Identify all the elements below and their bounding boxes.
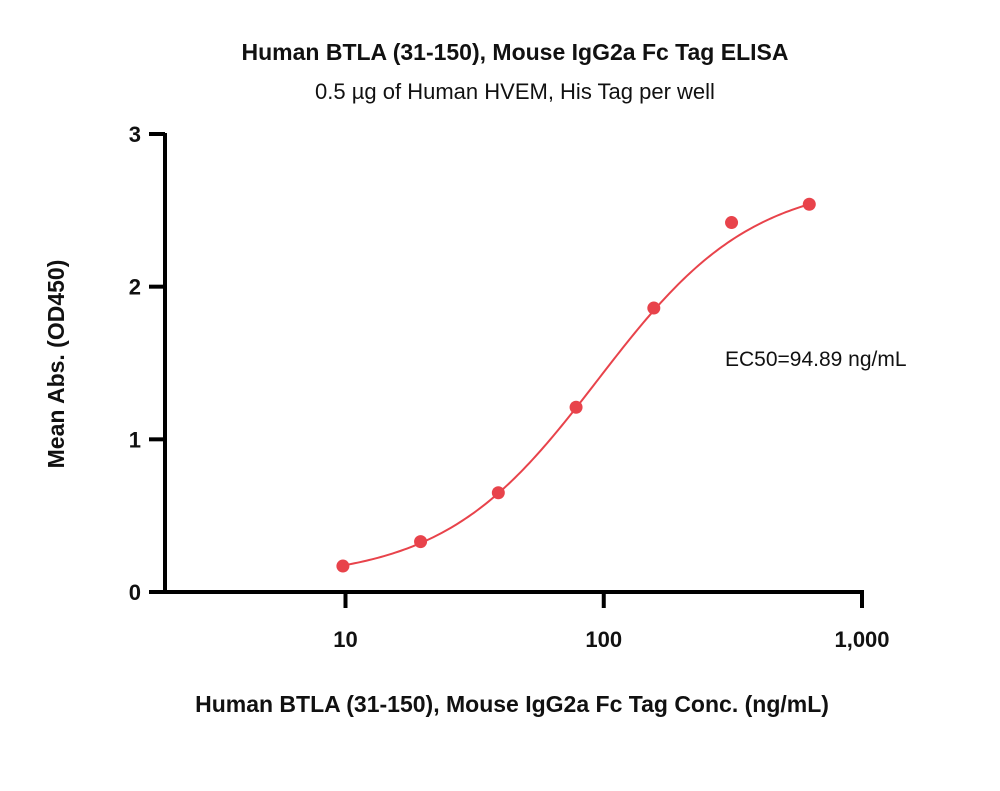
- fit-curve-group: [342, 203, 810, 567]
- data-point: [647, 301, 661, 315]
- tick-labels: 0 1 2 3 10 100 1,000: [129, 122, 890, 652]
- y-tick-label: 1: [129, 427, 141, 452]
- chart-title: Human BTLA (31-150), Mouse IgG2a Fc Tag …: [242, 39, 789, 65]
- x-axis-label: Human BTLA (31-150), Mouse IgG2a Fc Tag …: [195, 691, 829, 717]
- annotation-ec50: EC50=94.89 ng/mL: [725, 348, 907, 371]
- data-point: [802, 197, 816, 211]
- x-tick-label: 10: [333, 627, 357, 652]
- x-tick-label: 100: [585, 627, 622, 652]
- data-point: [414, 535, 428, 549]
- fit-curve: [342, 203, 810, 567]
- data-point: [569, 400, 583, 414]
- y-tick-label: 0: [129, 580, 141, 605]
- plot-area: 0 1 2 3 10 100 1,000: [129, 122, 890, 652]
- data-point: [491, 486, 505, 500]
- y-tick-label: 3: [129, 122, 141, 147]
- axes: [149, 132, 864, 608]
- y-axis-label: Mean Abs. (OD450): [43, 260, 69, 469]
- x-tick-label: 1,000: [834, 627, 889, 652]
- chart-subtitle: 0.5 µg of Human HVEM, His Tag per well: [315, 79, 715, 104]
- data-point: [725, 216, 739, 230]
- data-points: [336, 197, 816, 573]
- y-tick-label: 2: [129, 275, 141, 300]
- data-point: [336, 559, 350, 573]
